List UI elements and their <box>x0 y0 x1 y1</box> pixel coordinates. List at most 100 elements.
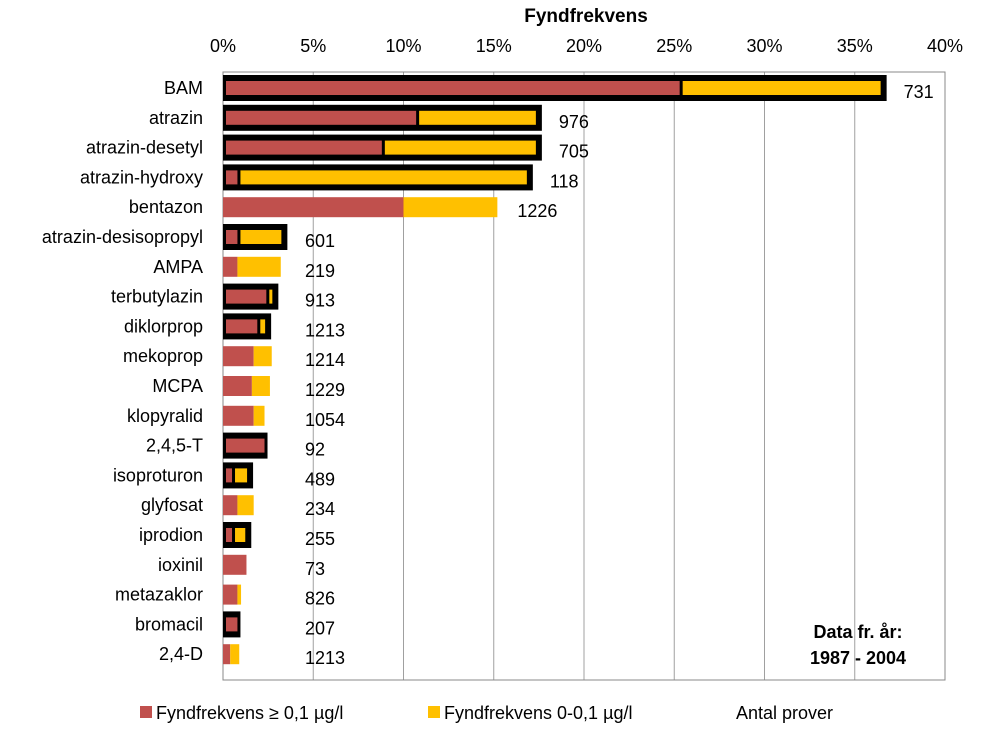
bar-low <box>403 197 498 218</box>
x-tick-label: 40% <box>927 36 963 56</box>
count-label: 255 <box>305 529 335 549</box>
count-label: 489 <box>305 469 335 489</box>
count-label: 1213 <box>305 320 345 340</box>
bar-high <box>226 81 680 95</box>
data-note-line2: 1987 - 2004 <box>810 648 906 668</box>
count-label: 1214 <box>305 350 345 370</box>
count-label: 207 <box>305 618 335 638</box>
bar-high <box>223 644 231 665</box>
bar-high <box>223 197 404 218</box>
bar-high <box>223 405 254 426</box>
count-label: 234 <box>305 499 335 519</box>
legend-swatch-high <box>140 706 152 718</box>
category-label: atrazin <box>149 108 203 128</box>
category-label: 2,4-D <box>159 644 203 664</box>
count-label: 913 <box>305 291 335 311</box>
bar-low <box>253 405 265 426</box>
count-label: 73 <box>305 559 325 579</box>
x-axis-ticks: 0% 5% 10% 15% 20% 25% 30% 35% 40% <box>210 36 963 56</box>
category-label: atrazin-desetyl <box>86 138 203 158</box>
bar-low <box>419 110 536 125</box>
category-label: mekoprop <box>123 346 203 366</box>
bar-low <box>251 376 270 396</box>
category-label: glyfosat <box>141 495 203 515</box>
count-label: 118 <box>550 171 579 191</box>
bar-high <box>226 617 238 632</box>
count-label: 219 <box>305 261 335 281</box>
legend-label-count: Antal prover <box>736 703 833 723</box>
category-label: diklorprop <box>124 316 203 336</box>
bar-low <box>235 528 246 542</box>
count-label: 1229 <box>305 380 345 400</box>
bar-high <box>226 170 238 185</box>
legend-label-high: Fyndfrekvens ≥ 0,1 µg/l <box>156 703 343 723</box>
bar-high <box>223 554 247 575</box>
category-label: metazaklor <box>115 585 203 605</box>
bar-low <box>253 346 272 367</box>
bar-low <box>240 230 282 244</box>
category-label: isoproturon <box>113 465 203 485</box>
category-label: atrazin-desisopropyl <box>42 227 203 247</box>
category-label: bentazon <box>129 197 203 217</box>
legend-swatch-low <box>428 706 440 718</box>
category-label: ioxinil <box>158 555 203 575</box>
category-labels: BAM atrazin atrazin-desetyl atrazin-hydroxy… <box>42 78 203 664</box>
count-label: 976 <box>559 112 589 132</box>
count-label: 1213 <box>305 648 345 668</box>
grid-layer <box>312 72 856 680</box>
bar-high <box>223 256 238 277</box>
count-labels: 731 976 705 118 1226 601 219 913 1213 1214 1229 105… <box>305 82 934 668</box>
data-note-line1: Data fr. år: <box>813 622 902 642</box>
category-label: klopyralid <box>127 406 203 426</box>
x-tick-label: 35% <box>837 36 873 56</box>
count-label: 731 <box>904 82 934 102</box>
count-label: 1054 <box>305 410 345 430</box>
x-tick-label: 20% <box>566 36 602 56</box>
bar-low <box>384 140 536 155</box>
bar-low <box>237 256 281 277</box>
bar-low <box>269 289 273 304</box>
bar-low <box>235 468 248 483</box>
bar-low <box>260 319 266 334</box>
bar-high <box>223 346 254 367</box>
bars <box>223 75 887 665</box>
bar-high <box>226 140 382 155</box>
legend: Fyndfrekvens ≥ 0,1 µg/l Fyndfrekvens 0-0… <box>140 703 833 723</box>
bar-high <box>226 468 233 483</box>
bar-high <box>223 584 238 605</box>
category-label: bromacil <box>135 614 203 634</box>
chart-title: Fyndfrekvens <box>524 6 648 27</box>
category-label: iprodion <box>139 525 203 545</box>
category-label: 2,4,5-T <box>146 436 203 456</box>
count-label: 1226 <box>517 201 557 221</box>
bar-low <box>237 584 242 605</box>
count-label: 601 <box>305 231 335 251</box>
bar-low <box>240 170 527 185</box>
category-label: BAM <box>164 78 203 98</box>
bar-high <box>226 319 258 334</box>
bar-low <box>682 81 881 95</box>
bar-high <box>226 438 265 453</box>
count-label: 826 <box>305 589 335 609</box>
bar-high <box>226 289 267 304</box>
bar-high <box>223 376 252 396</box>
x-tick-label: 25% <box>656 36 692 56</box>
category-label: atrazin-hydroxy <box>80 167 203 187</box>
category-label: MCPA <box>152 376 203 396</box>
category-label: AMPA <box>153 257 203 277</box>
bar-high <box>223 495 238 516</box>
legend-label-low: Fyndfrekvens 0-0,1 µg/l <box>444 703 632 723</box>
x-tick-label: 15% <box>476 36 512 56</box>
bar-high <box>226 528 233 542</box>
bar-low <box>230 644 240 665</box>
x-tick-label: 0% <box>210 36 236 56</box>
bar-high <box>226 110 417 125</box>
x-tick-label: 10% <box>385 36 421 56</box>
x-tick-label: 30% <box>746 36 782 56</box>
count-label: 92 <box>305 440 325 460</box>
count-label: 705 <box>559 142 589 162</box>
bar-low <box>237 495 254 516</box>
x-tick-label: 5% <box>300 36 326 56</box>
category-label: terbutylazin <box>111 287 203 307</box>
